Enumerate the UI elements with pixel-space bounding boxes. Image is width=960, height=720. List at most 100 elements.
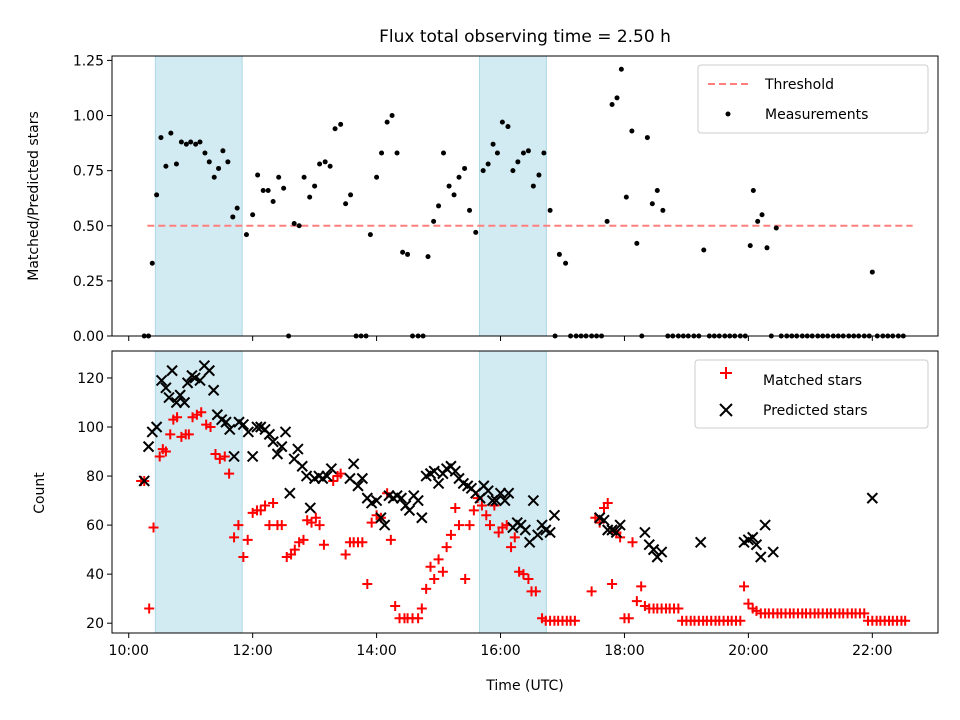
measurement-point [525, 148, 531, 154]
measurement-point [436, 203, 442, 209]
y-tick-label: 0.50 [73, 219, 104, 235]
predicted-star-point [755, 551, 767, 563]
top-y-axis-label: Matched/Predicted stars [26, 111, 42, 281]
matched-star-point [172, 412, 183, 423]
measurement-point [869, 269, 875, 275]
predicted-star-point [548, 509, 561, 522]
predicted-star-point [639, 526, 651, 539]
y-tick-label: 80 [86, 469, 104, 485]
measurement-point [307, 194, 313, 200]
predicted-star-point [403, 504, 416, 517]
predicted-star-point [614, 519, 626, 531]
measurement-point [644, 135, 650, 141]
predicted-star-point [750, 539, 763, 551]
measurement-point [173, 161, 179, 167]
measurement-point [499, 119, 505, 125]
matched-star-point [289, 544, 300, 555]
predicted-legend-swatch [719, 403, 733, 417]
matched-star-point [509, 532, 520, 543]
measurement-point [480, 168, 486, 174]
measurement-point [367, 232, 373, 238]
measurement-point [312, 183, 318, 189]
matched-star-point [328, 475, 339, 486]
measurement-point [327, 163, 333, 169]
matched-star-point [362, 578, 373, 589]
measurement-point [322, 159, 328, 165]
measurement-point [485, 161, 491, 167]
count-points [136, 360, 911, 626]
predicted-star-point [428, 465, 440, 477]
predicted-star-point [352, 480, 364, 492]
predicted-star-point [412, 494, 424, 507]
matched-star-point [196, 407, 207, 418]
x-tick-label: 10:00 [109, 643, 149, 659]
x-tick-label: 18:00 [604, 643, 644, 659]
matched-star-point [441, 542, 452, 553]
matched-star-point [276, 520, 287, 531]
measurement-point [764, 245, 770, 251]
matched-star-point [636, 581, 647, 592]
matched-star-point [464, 520, 475, 531]
predicted-star-point [203, 364, 215, 377]
measurement-point [634, 240, 640, 246]
predicted-star-point [866, 492, 879, 504]
predicted-star-point [292, 443, 304, 455]
predicted-star-point [694, 536, 707, 548]
chart-title: Flux total observing time = 2.50 h [379, 27, 671, 47]
predicted-star-point [267, 436, 279, 448]
measurement-point [405, 251, 411, 257]
observing-band [478, 55, 547, 337]
predicted-star-point [499, 494, 511, 507]
matched-star-point [484, 520, 495, 531]
matched-star-point [318, 539, 329, 550]
observing-band [154, 350, 243, 634]
measurement-point [604, 218, 610, 224]
top-panel: 0.00 0.25 0.50 0.75 1.00 1.25 Matched/Predict… [26, 53, 939, 345]
measurement-point [510, 168, 516, 174]
matched-star-point [357, 537, 368, 548]
matched-star-point [219, 451, 230, 462]
predicted-star-point [155, 374, 168, 387]
measurement-point [473, 229, 479, 235]
matched-star-point [530, 586, 541, 597]
measurement-point [425, 254, 431, 260]
predicted-star-point [519, 524, 532, 536]
matched-star-point [594, 517, 605, 528]
measurement-point [348, 192, 354, 198]
predicted-star-point [304, 502, 316, 514]
top-x-ticks [128, 336, 873, 341]
measurement-point [556, 251, 562, 257]
measurement-point [494, 150, 500, 156]
matched-star-point [210, 448, 221, 459]
measurement-point [490, 141, 496, 147]
predicted-star-point [178, 396, 191, 409]
predicted-star-point [602, 524, 614, 536]
predicted-star-point [160, 382, 172, 394]
predicted-star-point [610, 526, 623, 539]
predicted-star-point [375, 512, 387, 524]
measurement-point [332, 126, 338, 132]
predicted-star-point [181, 377, 194, 389]
measurement-point [755, 218, 761, 224]
measurement-point [163, 163, 169, 169]
predicted-star-point [502, 487, 515, 499]
top-highlight-bands [154, 55, 547, 337]
measurement-point [197, 139, 203, 145]
measurement-point [243, 232, 249, 238]
measurement-point [462, 165, 468, 171]
measurement-point [747, 243, 753, 249]
x-axis-label: Time (UTC) [485, 678, 563, 694]
matched-star-point [433, 554, 444, 565]
measurement-point [759, 212, 765, 218]
measurement-point [276, 174, 282, 180]
top-legend-box [697, 64, 929, 134]
matched-star-point [233, 520, 244, 531]
bottom-y-ticks: 20 40 60 80 100 120 [77, 371, 112, 632]
measurement-point [547, 207, 553, 213]
measurement-point [291, 221, 297, 227]
matched-star-point [445, 529, 456, 540]
matched-star-point [631, 596, 642, 607]
measurement-point [379, 150, 385, 156]
predicted-star-point [251, 421, 263, 433]
predicted-star-point [228, 450, 240, 463]
